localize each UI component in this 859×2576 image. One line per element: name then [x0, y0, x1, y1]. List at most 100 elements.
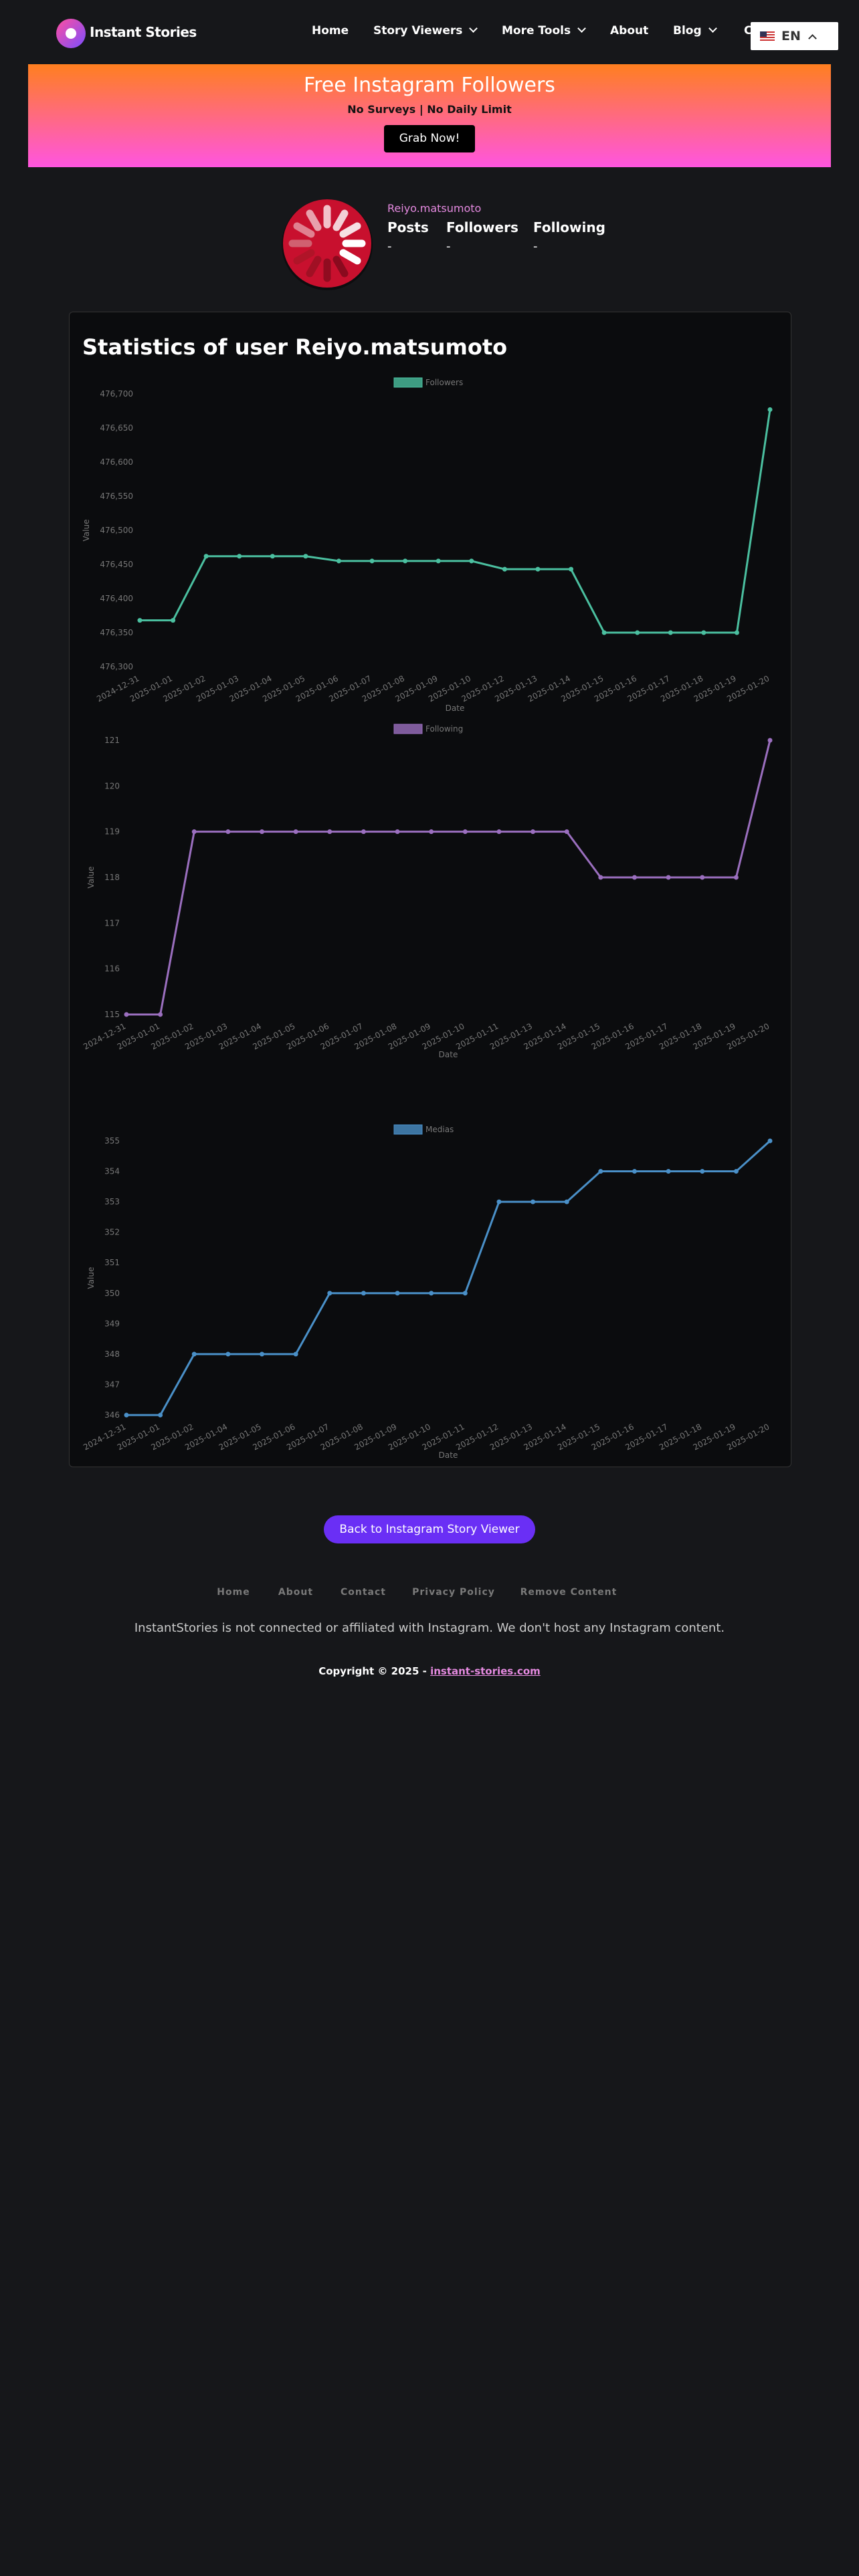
point: [237, 554, 242, 559]
point: [666, 1169, 671, 1174]
point: [535, 566, 541, 572]
y-tick-label: 115: [104, 1010, 120, 1019]
nav-contact[interactable]: C: [744, 24, 753, 37]
line: [126, 1140, 771, 1416]
point: [767, 738, 773, 743]
point: [632, 875, 637, 880]
point: [225, 1352, 231, 1357]
legend-swatch: [393, 724, 423, 734]
nav-more-tools[interactable]: More Tools: [502, 24, 586, 37]
y-tick-label: 346: [104, 1410, 120, 1420]
point: [293, 829, 298, 835]
banner-title: Free Instagram Followers: [304, 74, 555, 97]
y-tick-label: 476,350: [100, 628, 133, 637]
y-tick-label: 476,550: [100, 492, 133, 501]
promo-banner: Free Instagram Followers No Surveys | No…: [28, 64, 831, 167]
point: [270, 554, 275, 559]
point: [700, 875, 705, 880]
stats-title: Statistics of user Reiyo.matsumoto: [82, 334, 508, 360]
point: [496, 1199, 502, 1204]
grab-button[interactable]: Grab Now!: [384, 125, 475, 152]
legend-label: Medias: [425, 1125, 454, 1134]
nav-label[interactable]: More Tools: [502, 24, 571, 37]
logo-icon[interactable]: [56, 19, 86, 48]
y-tick-label: 476,400: [100, 594, 133, 603]
banner-subtitle: No Surveys | No Daily Limit: [347, 103, 512, 116]
point: [531, 829, 536, 835]
point: [260, 829, 265, 835]
x-axis-label: Date: [439, 1050, 458, 1059]
footer-link[interactable]: Contact: [341, 1587, 386, 1598]
legend-swatch: [393, 1124, 423, 1135]
nav-label[interactable]: Story Viewers: [373, 24, 463, 37]
language-selector[interactable]: EN: [751, 22, 838, 50]
point: [569, 566, 574, 572]
y-tick-label: 348: [104, 1350, 120, 1359]
y-tick-label: 350: [104, 1289, 120, 1298]
point: [601, 630, 607, 635]
point: [395, 829, 400, 835]
point: [429, 1291, 434, 1296]
back-button[interactable]: Back to Instagram Story Viewer: [324, 1515, 535, 1543]
footer-link[interactable]: Privacy Policy: [412, 1587, 495, 1598]
legend-swatch: [393, 377, 423, 388]
point: [598, 1169, 603, 1174]
stat-value: -: [446, 239, 451, 253]
y-tick-label: 476,500: [100, 526, 133, 535]
y-tick-label: 476,700: [100, 389, 133, 399]
y-tick-label: 121: [104, 736, 120, 745]
point: [469, 558, 474, 564]
nav-label[interactable]: Blog: [673, 24, 702, 37]
nav-about[interactable]: About: [610, 24, 649, 37]
point: [327, 829, 332, 835]
footer-link[interactable]: About: [278, 1587, 314, 1598]
nav-blog[interactable]: Blog: [673, 24, 717, 37]
y-tick-label: 476,450: [100, 560, 133, 569]
site-link[interactable]: instant-stories.com: [430, 1665, 541, 1677]
stat-label: Following: [533, 219, 605, 235]
point: [137, 618, 142, 623]
y-tick-label: 351: [104, 1258, 120, 1267]
point: [303, 554, 308, 559]
point: [203, 554, 209, 559]
point: [666, 875, 671, 880]
point: [635, 630, 640, 635]
y-tick-label: 117: [104, 918, 120, 928]
point: [158, 1412, 163, 1418]
point: [668, 630, 673, 635]
avatar: [282, 199, 373, 290]
nav-home[interactable]: Home: [312, 24, 349, 37]
disclaimer: InstantStories is not connected or affil…: [134, 1621, 725, 1635]
point: [336, 558, 341, 564]
legend-label: Following: [425, 724, 463, 734]
point: [429, 829, 434, 835]
point: [733, 875, 739, 880]
point: [327, 1291, 332, 1296]
language-label[interactable]: EN: [781, 29, 801, 43]
x-axis-label: Date: [446, 704, 465, 713]
brand[interactable]: Instant Stories: [90, 24, 197, 40]
point: [462, 829, 468, 835]
point: [124, 1012, 129, 1017]
line: [140, 409, 771, 634]
nav-story-viewers[interactable]: Story Viewers: [373, 24, 478, 37]
username: Reiyo.matsumoto: [387, 202, 482, 215]
footer-link[interactable]: Home: [217, 1587, 250, 1598]
footer-link[interactable]: Remove Content: [520, 1587, 617, 1598]
point: [496, 829, 502, 835]
point: [260, 1352, 265, 1357]
point: [124, 1412, 129, 1418]
point: [632, 1169, 637, 1174]
stat-label: Followers: [446, 219, 518, 235]
y-tick-label: 354: [104, 1167, 120, 1176]
copyright-text: Copyright © 2025 -: [318, 1665, 427, 1677]
y-tick-label: 476,600: [100, 457, 133, 467]
point: [462, 1291, 468, 1296]
point: [531, 1199, 536, 1204]
point: [436, 558, 441, 564]
point: [734, 630, 739, 635]
point: [171, 618, 176, 623]
y-axis-label: Value: [86, 867, 96, 889]
point: [502, 566, 507, 572]
